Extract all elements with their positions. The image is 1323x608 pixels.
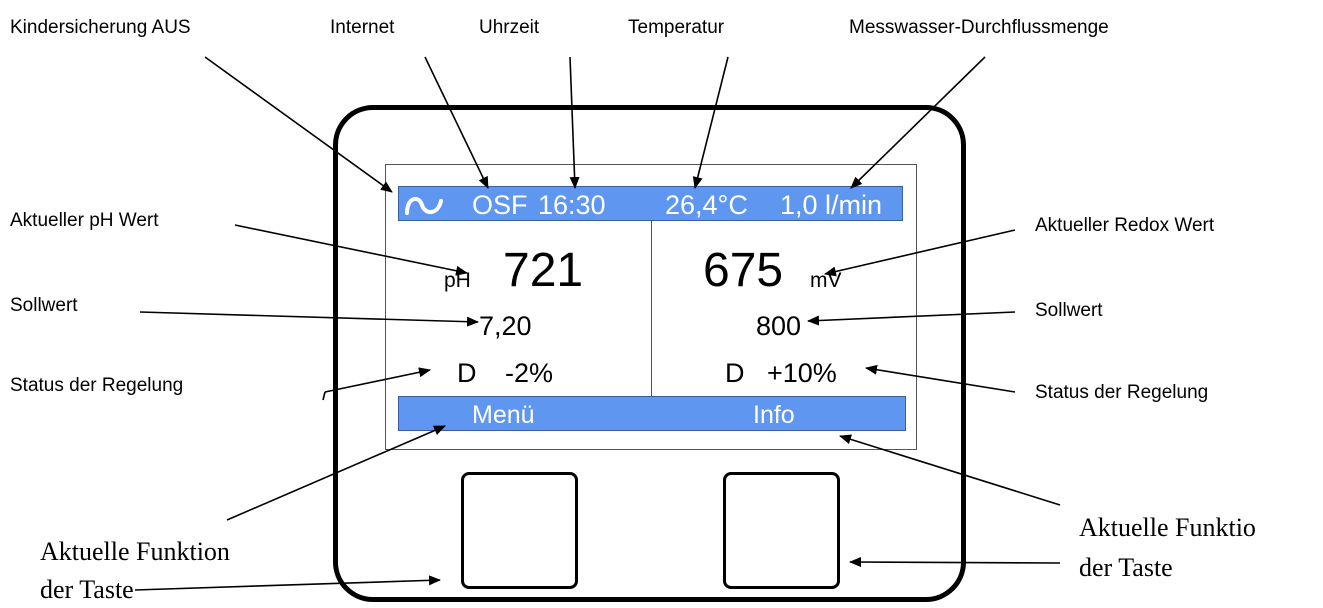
label-function-right-2: der Taste <box>1079 553 1173 582</box>
right-key-button[interactable] <box>723 472 840 589</box>
temperature-readout: 26,4°C <box>665 190 748 220</box>
label-status-right: Status der Regelung <box>1035 382 1209 403</box>
panel-divider <box>651 221 652 396</box>
redox-setpoint: 800 <box>756 311 802 341</box>
label-function-left-2: der Taste <box>40 575 134 604</box>
label-flow: Messwasser-Durchflussmenge <box>849 17 1109 38</box>
label-status-left: Status der Regelung <box>10 375 184 396</box>
device-housing <box>333 105 966 602</box>
function-bar: Menü Info <box>398 396 906 431</box>
redox-mode: D <box>725 358 745 388</box>
label-child-lock: Kindersicherung AUS <box>10 17 191 38</box>
flow-readout: 1,0 l/min <box>780 190 883 220</box>
status-bar: OSF 16:30 26,4°C 1,0 l/min <box>398 186 903 221</box>
ph-unit: pH <box>444 269 471 292</box>
label-function-right-1: Aktuelle Funktio <box>1079 513 1256 542</box>
ph-mode: D <box>457 358 477 388</box>
ph-setpoint: 7,20 <box>479 311 532 341</box>
label-setpoint-left: Sollwert <box>10 295 78 316</box>
clock-readout: 16:30 <box>538 190 606 220</box>
label-setpoint-right: Sollwert <box>1035 300 1103 321</box>
redox-status: +10% <box>767 358 837 388</box>
redox-unit: mV <box>810 269 842 292</box>
menu-function-label: Menü <box>472 401 535 429</box>
redox-value: 675 <box>703 244 784 297</box>
child-lock-off-icon <box>405 196 443 215</box>
osf-indicator: OSF <box>472 190 528 220</box>
left-key-button[interactable] <box>461 472 578 589</box>
label-ph-current: Aktueller pH Wert <box>10 210 159 231</box>
ph-status: -2% <box>505 358 554 388</box>
label-function-left-1: Aktuelle Funktion <box>40 537 230 566</box>
info-function-label: Info <box>753 401 795 429</box>
ph-value: 721 <box>503 244 584 297</box>
label-redox-current: Aktueller Redox Wert <box>1035 215 1215 236</box>
label-internet: Internet <box>330 17 395 38</box>
label-time: Uhrzeit <box>479 17 540 38</box>
display-screen <box>385 164 917 450</box>
label-temperature: Temperatur <box>628 17 725 38</box>
